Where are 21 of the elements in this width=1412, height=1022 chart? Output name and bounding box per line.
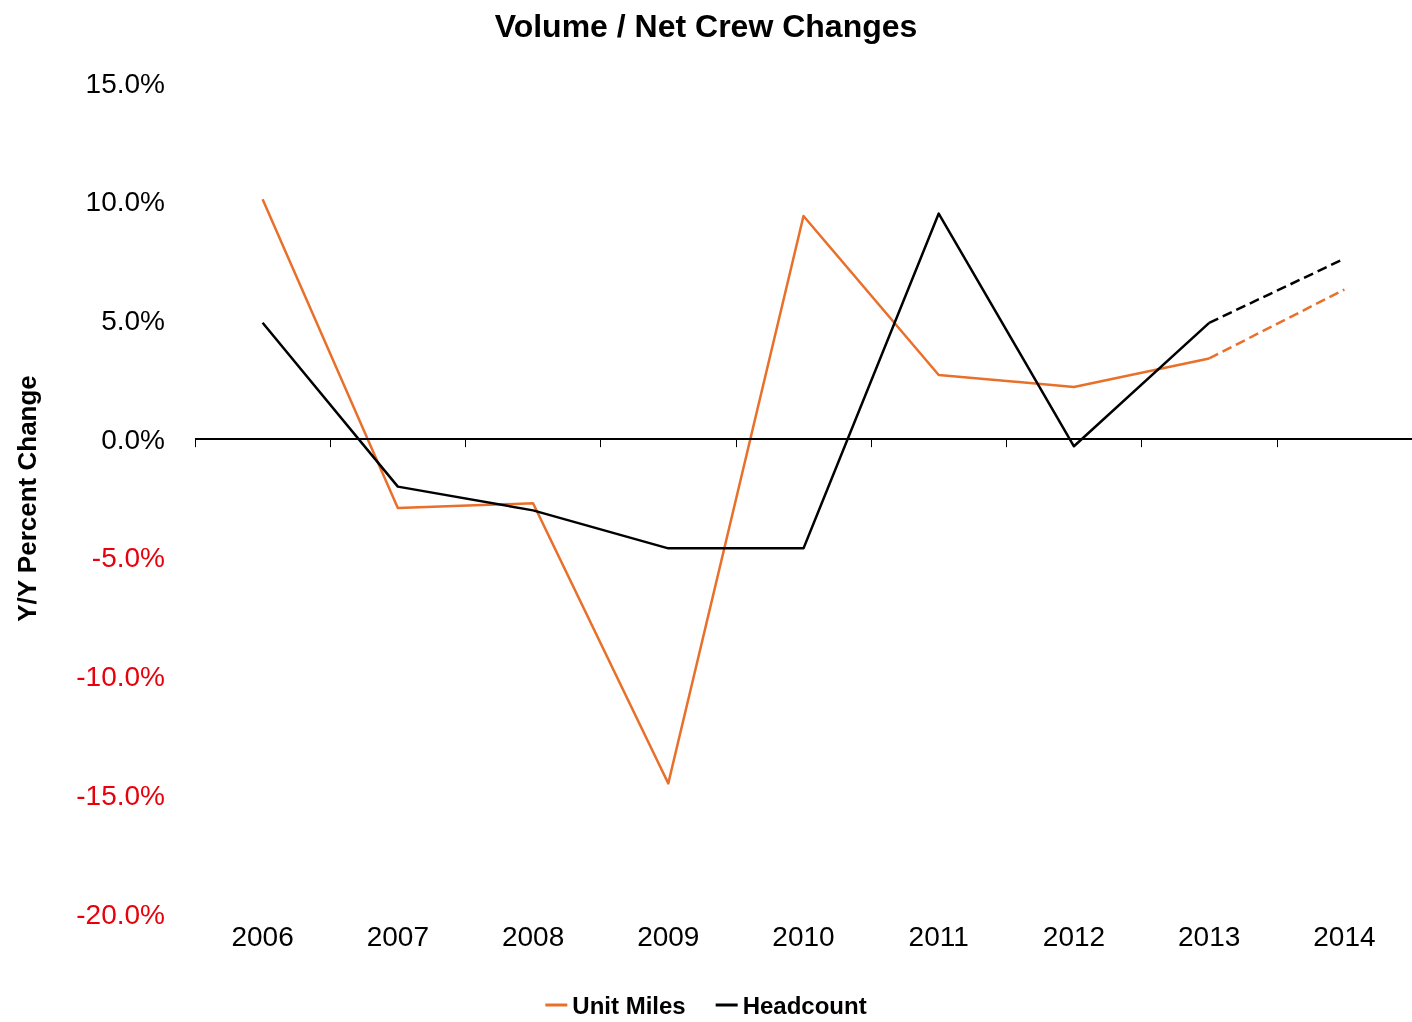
- y-tick-label: -10.0%: [76, 661, 165, 693]
- x-tick-label: 2007: [366, 920, 429, 952]
- y-tick-label: 10.0%: [85, 186, 165, 218]
- x-tick-label: 2010: [772, 920, 835, 952]
- y-tick-label: -15.0%: [76, 779, 165, 811]
- y-tick-label: -20.0%: [76, 898, 165, 930]
- x-tick-label: 2013: [1178, 920, 1241, 952]
- x-tick-label: 2008: [501, 920, 565, 952]
- y-tick-label: -5.0%: [91, 542, 165, 574]
- x-tick-label: 2011: [908, 920, 969, 952]
- chart-title: Volume / Net Crew Changes: [494, 8, 918, 44]
- legend-label: Headcount: [742, 991, 867, 1019]
- y-tick-label: 15.0%: [85, 67, 165, 99]
- x-tick-label: 2014: [1313, 920, 1376, 952]
- y-tick-label: 5.0%: [101, 304, 165, 336]
- x-tick-label: 2006: [231, 920, 294, 952]
- y-axis-title: Y/Y Percent Change: [12, 375, 42, 622]
- x-tick-label: 2009: [637, 920, 700, 952]
- x-tick-label: 2012: [1042, 920, 1106, 952]
- y-tick-label: 0.0%: [101, 423, 165, 455]
- legend-label: Unit Miles: [572, 991, 686, 1019]
